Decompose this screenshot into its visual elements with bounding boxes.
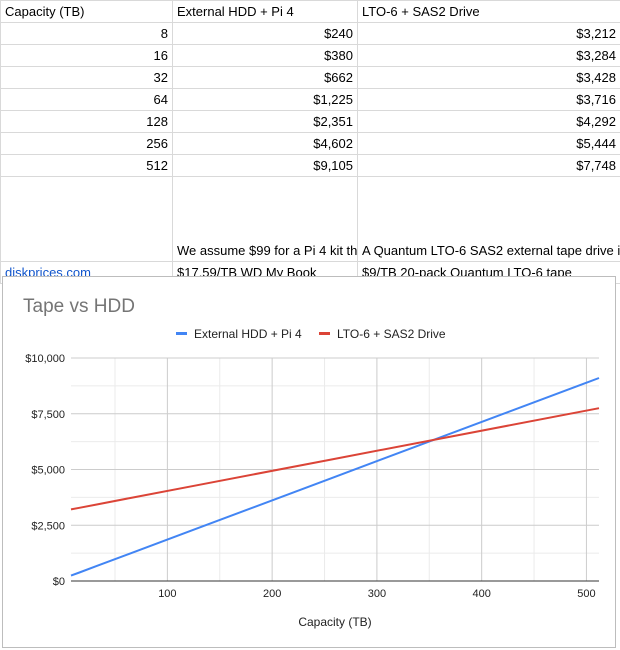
legend-label: External HDD + Pi 4 <box>194 327 302 341</box>
x-tick-label: 500 <box>577 588 595 600</box>
legend-label: LTO-6 + SAS2 Drive <box>337 327 446 341</box>
cell-hdd-cost[interactable]: $1,225 <box>172 88 358 111</box>
x-tick-label: 300 <box>368 588 386 600</box>
table-row: 32 $662 $3,428 <box>0 66 620 89</box>
series-line-lto <box>70 407 600 511</box>
header-cell-hdd[interactable]: External HDD + Pi 4 <box>172 0 358 23</box>
cell-hdd-cost[interactable]: $9,105 <box>172 154 358 177</box>
cell-capacity[interactable]: 64 <box>0 88 173 111</box>
cell-lto-cost[interactable]: $3,428 <box>357 66 620 89</box>
notes-row: We assume $99 for a Pi 4 kit that includ… <box>0 176 620 262</box>
cell-note-lto[interactable]: A Quantum LTO-6 SAS2 external tape drive… <box>357 176 620 262</box>
table-row: 256 $4,602 $5,444 <box>0 132 620 155</box>
header-cell-lto[interactable]: LTO-6 + SAS2 Drive <box>357 0 620 23</box>
table-row: 16 $380 $3,284 <box>0 44 620 67</box>
data-table: Capacity (TB) External HDD + Pi 4 LTO-6 … <box>0 0 620 284</box>
chart-container[interactable]: Tape vs HDD 100 200 300 400 500 $0 $2,500 $5,000… <box>2 276 616 648</box>
cell-lto-cost[interactable]: $4,292 <box>357 110 620 133</box>
cell-capacity[interactable]: 16 <box>0 44 173 67</box>
cell-capacity[interactable]: 512 <box>0 154 173 177</box>
table-row: 8 $240 $3,212 <box>0 22 620 45</box>
x-tick-label: 100 <box>158 588 176 600</box>
chart-title: Tape vs HDD <box>23 296 135 317</box>
cell-lto-cost[interactable]: $5,444 <box>357 132 620 155</box>
cell-lto-cost[interactable]: $7,748 <box>357 154 620 177</box>
legend-swatch <box>319 332 330 335</box>
header-row: Capacity (TB) External HDD + Pi 4 LTO-6 … <box>0 0 620 23</box>
y-tick-label: $2,500 <box>31 520 65 532</box>
cell-hdd-cost[interactable]: $380 <box>172 44 358 67</box>
cell-lto-cost[interactable]: $3,716 <box>357 88 620 111</box>
series-line-hdd <box>70 377 600 577</box>
cell-capacity[interactable]: 256 <box>0 132 173 155</box>
cell-lto-cost[interactable]: $3,212 <box>357 22 620 45</box>
table-row: 64 $1,225 $3,716 <box>0 88 620 111</box>
cell-lto-cost[interactable]: $3,284 <box>357 44 620 67</box>
cell-capacity[interactable]: 128 <box>0 110 173 133</box>
y-tick-label: $10,000 <box>25 353 65 365</box>
header-cell-capacity[interactable]: Capacity (TB) <box>0 0 173 23</box>
y-tick-label: $0 <box>53 576 65 588</box>
cell-capacity[interactable]: 32 <box>0 66 173 89</box>
x-tick-label: 400 <box>472 588 490 600</box>
cell-capacity[interactable]: 8 <box>0 22 173 45</box>
x-tick-label: 200 <box>263 588 281 600</box>
line-chart: Tape vs HDD 100 200 300 400 500 $0 $2,500 $5,000… <box>23 296 600 629</box>
cell-empty[interactable] <box>0 176 173 262</box>
legend-swatch <box>176 332 187 335</box>
y-tick-label: $7,500 <box>31 409 65 421</box>
cell-hdd-cost[interactable]: $4,602 <box>172 132 358 155</box>
cell-hdd-cost[interactable]: $2,351 <box>172 110 358 133</box>
cell-hdd-cost[interactable]: $662 <box>172 66 358 89</box>
y-tick-label: $5,000 <box>31 465 65 477</box>
cell-note-hdd[interactable]: We assume $99 for a Pi 4 kit that includ… <box>172 176 358 262</box>
table-row: 128 $2,351 $4,292 <box>0 110 620 133</box>
x-axis-label: Capacity (TB) <box>298 615 371 629</box>
cell-hdd-cost[interactable]: $240 <box>172 22 358 45</box>
table-row: 512 $9,105 $7,748 <box>0 154 620 177</box>
